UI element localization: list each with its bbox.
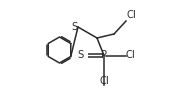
Text: Cl: Cl bbox=[126, 50, 136, 60]
Text: P: P bbox=[101, 50, 107, 60]
Text: S: S bbox=[77, 50, 83, 60]
Text: Cl: Cl bbox=[127, 10, 136, 20]
Text: S: S bbox=[71, 22, 77, 32]
Text: Cl: Cl bbox=[99, 76, 109, 86]
